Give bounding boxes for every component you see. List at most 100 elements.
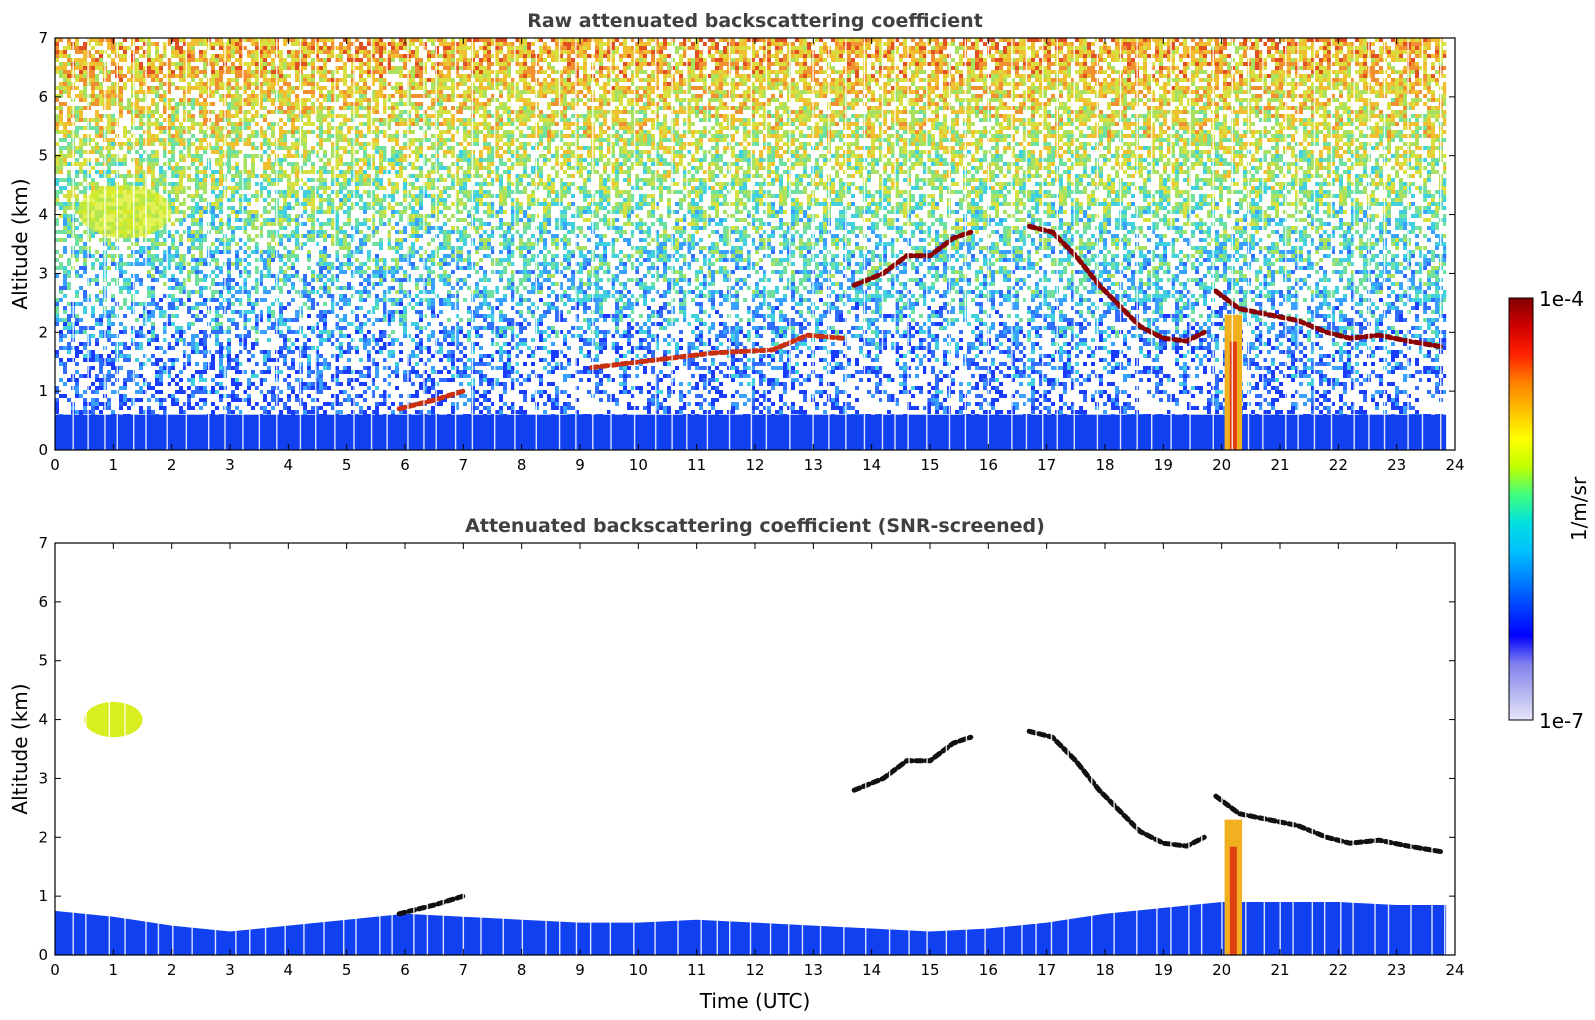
backscatter-pixel bbox=[335, 354, 339, 358]
backscatter-pixel bbox=[247, 398, 251, 402]
backscatter-pixel bbox=[327, 78, 331, 82]
backscatter-pixel bbox=[195, 318, 199, 322]
backscatter-pixel bbox=[403, 270, 407, 274]
backscatter-pixel bbox=[119, 58, 123, 62]
backscatter-pixel bbox=[343, 318, 347, 322]
backscatter-pixel bbox=[263, 38, 267, 42]
backscatter-pixel bbox=[339, 354, 343, 358]
backscatter-pixel bbox=[371, 358, 375, 362]
backscatter-pixel bbox=[95, 130, 99, 134]
backscatter-pixel bbox=[99, 150, 103, 154]
backscatter-pixel bbox=[291, 366, 295, 370]
backscatter-pixel bbox=[211, 214, 215, 218]
backscatter-pixel bbox=[403, 94, 407, 98]
backscatter-pixel bbox=[395, 186, 399, 190]
backscatter-pixel bbox=[407, 118, 411, 122]
backscatter-pixel bbox=[191, 58, 195, 62]
backscatter-pixel bbox=[367, 274, 371, 278]
backscatter-pixel bbox=[175, 74, 179, 78]
backscatter-pixel bbox=[247, 214, 251, 218]
backscatter-pixel bbox=[163, 50, 167, 54]
backscatter-pixel bbox=[327, 130, 331, 134]
backscatter-pixel bbox=[127, 254, 131, 258]
backscatter-pixel bbox=[343, 70, 347, 74]
backscatter-pixel bbox=[99, 314, 103, 318]
backscatter-pixel bbox=[247, 238, 251, 242]
backscatter-pixel bbox=[179, 134, 183, 138]
backscatter-pixel bbox=[395, 238, 399, 242]
backscatter-pixel bbox=[311, 82, 315, 86]
backscatter-pixel bbox=[319, 134, 323, 138]
backscatter-pixel bbox=[111, 58, 115, 62]
backscatter-pixel bbox=[399, 286, 403, 290]
backscatter-pixel bbox=[239, 194, 243, 198]
backscatter-pixel bbox=[411, 122, 415, 126]
backscatter-pixel bbox=[167, 278, 171, 282]
backscatter-pixel bbox=[407, 54, 411, 58]
backscatter-pixel bbox=[135, 94, 139, 98]
backscatter-pixel bbox=[219, 374, 223, 378]
backscatter-pixel bbox=[123, 174, 127, 178]
backscatter-pixel bbox=[155, 158, 159, 162]
backscatter-pixel bbox=[403, 190, 407, 194]
backscatter-pixel bbox=[379, 198, 383, 202]
backscatter-pixel bbox=[331, 238, 335, 242]
backscatter-pixel bbox=[227, 266, 231, 270]
backscatter-pixel bbox=[387, 162, 391, 166]
backscatter-pixel bbox=[383, 206, 387, 210]
backscatter-pixel bbox=[315, 274, 319, 278]
backscatter-pixel bbox=[187, 234, 191, 238]
backscatter-pixel bbox=[287, 174, 291, 178]
backscatter-pixel bbox=[283, 62, 287, 66]
backscatter-pixel bbox=[335, 142, 339, 146]
backscatter-pixel bbox=[367, 278, 371, 282]
backscatter-pixel bbox=[247, 78, 251, 82]
backscatter-pixel bbox=[379, 206, 383, 210]
backscatter-pixel bbox=[307, 150, 311, 154]
backscatter-pixel bbox=[235, 190, 239, 194]
backscatter-pixel bbox=[295, 274, 299, 278]
backscatter-pixel bbox=[147, 106, 151, 110]
backscatter-pixel bbox=[291, 390, 295, 394]
backscatter-pixel bbox=[139, 90, 143, 94]
backscatter-pixel bbox=[291, 230, 295, 234]
backscatter-pixel bbox=[263, 50, 267, 54]
backscatter-pixel bbox=[335, 314, 339, 318]
backscatter-pixel bbox=[59, 130, 63, 134]
backscatter-pixel bbox=[167, 266, 171, 270]
backscatter-pixel bbox=[75, 218, 79, 222]
backscatter-pixel bbox=[215, 134, 219, 138]
backscatter-pixel bbox=[303, 62, 307, 66]
backscatter-pixel bbox=[399, 58, 403, 62]
backscatter-pixel bbox=[259, 234, 263, 238]
backscatter-pixel bbox=[359, 250, 363, 254]
backscatter-pixel bbox=[127, 170, 131, 174]
backscatter-pixel bbox=[215, 206, 219, 210]
backscatter-pixel bbox=[171, 118, 175, 122]
backscatter-pixel bbox=[87, 250, 91, 254]
backscatter-pixel bbox=[283, 66, 287, 70]
backscatter-pixel bbox=[147, 50, 151, 54]
backscatter-pixel bbox=[227, 350, 231, 354]
backscatter-pixel bbox=[247, 182, 251, 186]
backscatter-pixel bbox=[191, 306, 195, 310]
backscatter-pixel bbox=[79, 66, 83, 70]
backscatter-pixel bbox=[347, 214, 351, 218]
backscatter-pixel bbox=[107, 170, 111, 174]
backscatter-pixel bbox=[295, 394, 299, 398]
backscatter-pixel bbox=[75, 270, 79, 274]
backscatter-pixel bbox=[403, 118, 407, 122]
backscatter-pixel bbox=[159, 270, 163, 274]
backscatter-pixel bbox=[127, 102, 131, 106]
backscatter-pixel bbox=[83, 194, 87, 198]
backscatter-pixel bbox=[87, 38, 91, 42]
backscatter-pixel bbox=[399, 154, 403, 158]
backscatter-pixel bbox=[59, 190, 63, 194]
backscatter-pixel bbox=[95, 146, 99, 150]
backscatter-pixel bbox=[363, 262, 367, 266]
backscatter-pixel bbox=[167, 318, 171, 322]
backscatter-pixel bbox=[283, 210, 287, 214]
backscatter-pixel bbox=[219, 330, 223, 334]
backscatter-pixel bbox=[219, 354, 223, 358]
backscatter-pixel bbox=[79, 90, 83, 94]
